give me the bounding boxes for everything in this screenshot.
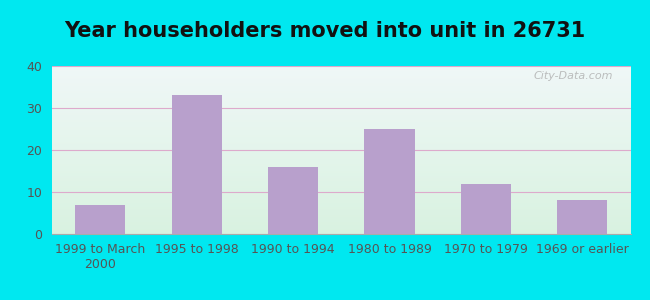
Bar [365,129,415,234]
Bar [75,205,125,234]
Bar [172,95,222,234]
Bar [557,200,607,234]
Bar [268,167,318,234]
Bar [461,184,511,234]
Text: City-Data.com: City-Data.com [534,71,613,81]
Text: Year householders moved into unit in 26731: Year householders moved into unit in 267… [64,21,586,41]
